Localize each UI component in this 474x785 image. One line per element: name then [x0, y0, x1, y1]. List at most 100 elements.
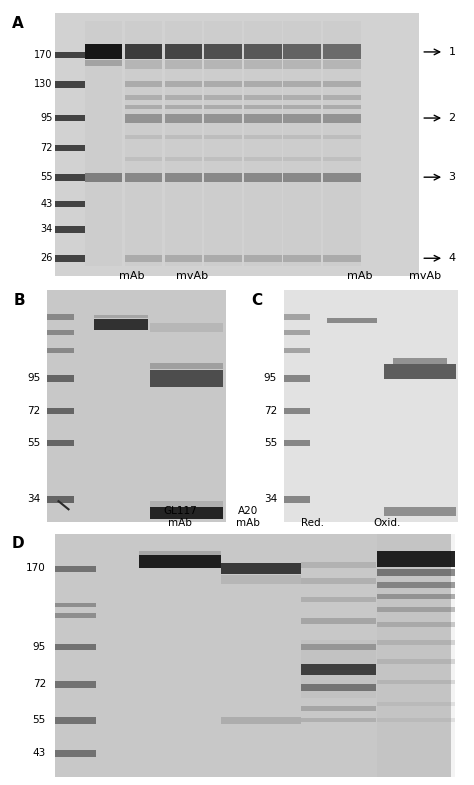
Bar: [283, 315, 310, 319]
Text: 34: 34: [27, 494, 41, 504]
Bar: [55, 681, 96, 688]
Bar: [55, 115, 84, 122]
Bar: [301, 640, 376, 698]
Bar: [283, 95, 321, 100]
Bar: [165, 95, 202, 100]
Text: Oxid.: Oxid.: [374, 518, 401, 528]
Bar: [283, 60, 321, 69]
Bar: [283, 440, 310, 446]
Text: mAb: mAb: [119, 271, 145, 281]
Bar: [377, 551, 455, 568]
Text: 34: 34: [40, 225, 53, 234]
Bar: [327, 318, 377, 323]
Bar: [125, 82, 162, 86]
Text: B: B: [14, 293, 26, 308]
Bar: [204, 173, 242, 182]
Bar: [377, 718, 455, 722]
Bar: [204, 114, 242, 122]
Text: C: C: [251, 293, 262, 308]
Bar: [55, 750, 96, 757]
Bar: [244, 173, 282, 182]
Bar: [165, 135, 202, 139]
Bar: [204, 157, 242, 161]
Bar: [84, 21, 122, 266]
Text: 95: 95: [264, 373, 277, 383]
Text: 130: 130: [34, 79, 53, 89]
Bar: [323, 173, 361, 182]
Bar: [244, 255, 282, 261]
Bar: [47, 440, 74, 446]
Text: 95: 95: [27, 373, 41, 383]
Bar: [55, 174, 84, 181]
Bar: [47, 290, 226, 522]
Bar: [55, 644, 96, 650]
Bar: [55, 201, 84, 207]
Text: 1: 1: [448, 47, 456, 57]
Bar: [244, 60, 282, 69]
Bar: [283, 173, 321, 182]
Bar: [55, 255, 84, 261]
Bar: [323, 21, 361, 266]
Text: 170: 170: [34, 50, 53, 60]
Bar: [125, 60, 162, 69]
Bar: [377, 569, 455, 576]
Bar: [94, 315, 147, 318]
Bar: [323, 60, 361, 69]
Bar: [283, 157, 321, 161]
Text: 55: 55: [33, 715, 46, 725]
Bar: [301, 597, 376, 602]
Bar: [244, 114, 282, 122]
Bar: [204, 44, 242, 60]
Text: 3: 3: [448, 172, 456, 182]
Text: 2: 2: [448, 113, 456, 123]
Bar: [139, 556, 221, 568]
Bar: [244, 82, 282, 86]
Bar: [55, 717, 96, 724]
Bar: [47, 349, 74, 353]
Text: 170: 170: [26, 564, 46, 574]
Bar: [165, 82, 202, 86]
Bar: [323, 255, 361, 261]
Text: 55: 55: [40, 172, 53, 182]
Text: 55: 55: [264, 437, 277, 447]
Text: mAb: mAb: [347, 271, 373, 281]
Bar: [94, 319, 147, 330]
Bar: [244, 157, 282, 161]
Bar: [301, 578, 376, 584]
Bar: [165, 157, 202, 161]
Text: 72: 72: [33, 679, 46, 689]
Bar: [301, 718, 376, 722]
Bar: [125, 44, 162, 60]
Text: Red.: Red.: [301, 518, 324, 528]
Bar: [301, 561, 376, 568]
Text: GL117
mAb: GL117 mAb: [163, 506, 197, 528]
Bar: [283, 114, 321, 122]
Bar: [283, 21, 321, 266]
Text: 34: 34: [264, 494, 277, 504]
Bar: [283, 44, 321, 60]
Bar: [221, 717, 301, 724]
Bar: [125, 105, 162, 109]
Text: 26: 26: [40, 254, 53, 263]
Bar: [283, 408, 310, 414]
Bar: [125, 95, 162, 100]
Bar: [139, 550, 221, 555]
Bar: [323, 114, 361, 122]
Bar: [204, 105, 242, 109]
Bar: [165, 255, 202, 261]
Bar: [377, 703, 455, 706]
Bar: [47, 496, 74, 502]
Text: D: D: [12, 536, 24, 551]
Bar: [377, 641, 455, 644]
Bar: [47, 408, 74, 414]
Bar: [323, 135, 361, 139]
Bar: [125, 21, 162, 266]
Bar: [283, 496, 310, 502]
Bar: [55, 13, 419, 276]
Bar: [204, 60, 242, 69]
Text: 95: 95: [33, 641, 46, 652]
Bar: [165, 44, 202, 60]
Bar: [221, 575, 301, 584]
Bar: [283, 290, 458, 522]
Text: 72: 72: [264, 406, 277, 416]
